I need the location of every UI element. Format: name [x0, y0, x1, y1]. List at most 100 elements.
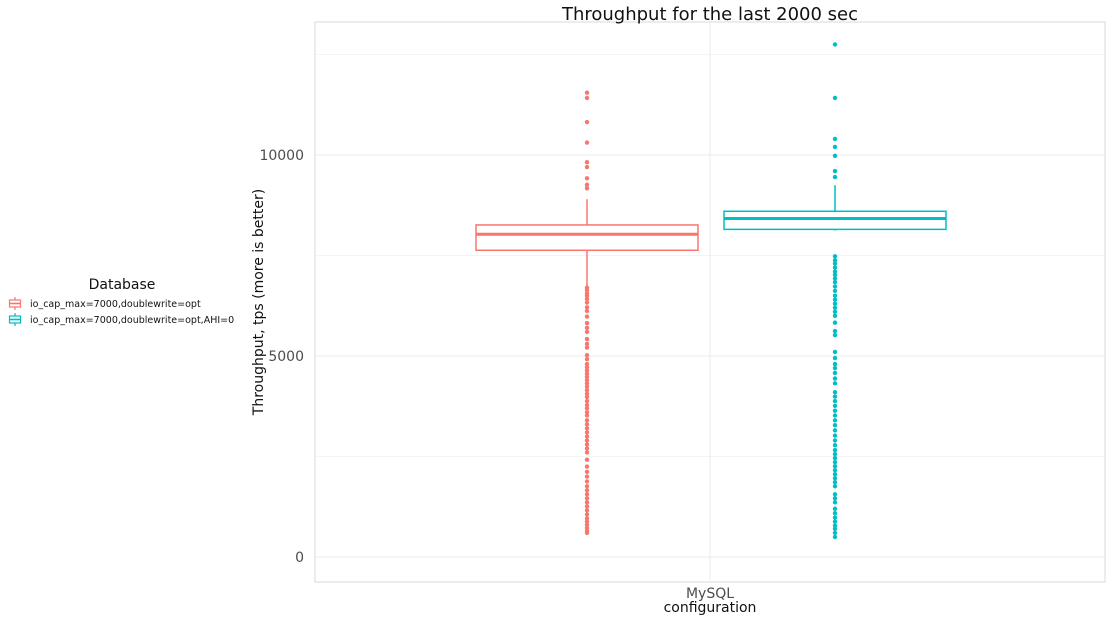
outlier-point — [584, 469, 590, 474]
outlier-point — [832, 534, 838, 540]
outlier-point — [584, 365, 590, 370]
outlier-point — [832, 403, 838, 409]
outlier-point — [584, 450, 590, 455]
outlier-point — [832, 413, 838, 418]
outlier-point — [584, 464, 590, 469]
outlier-point — [584, 484, 590, 489]
outlier-point — [832, 42, 838, 47]
legend: Database io_cap_max=7000,doublewrite=opt… — [8, 277, 234, 326]
outlier-point — [584, 504, 590, 509]
outlier-point — [832, 365, 838, 371]
y-tick-label: 0 — [295, 550, 304, 566]
outlier-point — [584, 371, 590, 376]
outlier-point — [584, 374, 590, 380]
box-series-1 — [475, 90, 699, 536]
outlier-point — [832, 422, 838, 428]
outlier-point — [832, 269, 838, 274]
outlier-point — [832, 174, 838, 180]
outlier-point — [584, 336, 590, 342]
outlier-point — [584, 308, 590, 314]
outlier-point — [832, 455, 838, 461]
box-group — [475, 42, 947, 540]
legend-key-2 — [8, 313, 22, 326]
outlier-point — [584, 341, 590, 347]
outlier-point — [584, 500, 590, 505]
outlier-point — [832, 526, 838, 532]
outlier-point — [584, 160, 590, 165]
outlier-point — [832, 381, 838, 386]
box-iqr — [475, 224, 699, 252]
x-tick-label: MySQL — [686, 586, 734, 602]
outlier-point — [584, 345, 590, 350]
outlier-point — [832, 476, 838, 481]
outlier-point — [832, 530, 838, 536]
outlier-point — [584, 377, 590, 383]
outlier-point — [832, 261, 838, 266]
box-series-2 — [723, 42, 947, 540]
outlier-point — [584, 90, 590, 95]
outlier-point — [584, 422, 590, 427]
outlier-point — [584, 410, 590, 415]
outlier-point — [832, 376, 838, 381]
outlier-point — [832, 519, 838, 524]
outlier-point — [832, 515, 838, 520]
outlier-point — [584, 391, 590, 396]
outlier-point — [832, 254, 838, 259]
outlier-point — [832, 136, 838, 142]
outlier-point — [832, 492, 838, 497]
outlier-point — [832, 293, 838, 298]
outlier-point — [584, 434, 590, 439]
outlier-point — [832, 389, 838, 395]
outlier-point — [584, 320, 590, 326]
outlier-point — [832, 459, 838, 465]
outlier-point — [832, 279, 838, 285]
outlier-point — [832, 361, 838, 367]
outlier-point — [832, 523, 838, 528]
outlier-point — [584, 182, 590, 187]
outlier-point — [584, 530, 590, 536]
outlier-point — [832, 471, 838, 477]
outlier-point — [584, 361, 590, 367]
outlier-point — [584, 479, 590, 484]
outlier-point — [584, 522, 590, 528]
outlier-point — [832, 394, 838, 399]
outlier-point — [832, 168, 838, 174]
outlier-point — [584, 140, 590, 145]
outlier-point — [584, 398, 590, 404]
outlier-point — [584, 516, 590, 521]
outlier-point — [832, 309, 838, 314]
outlier-point — [584, 176, 590, 181]
outlier-point — [832, 418, 838, 423]
outlier-point — [832, 328, 838, 334]
outlier-point — [584, 119, 590, 125]
outlier-point — [584, 329, 590, 335]
outlier-point — [584, 488, 590, 493]
outlier-point — [832, 480, 838, 485]
outlier-point — [832, 305, 838, 310]
outlier-point — [584, 352, 590, 358]
outlier-point — [832, 408, 838, 413]
outlier-point — [584, 305, 590, 310]
outlier-point — [584, 457, 590, 462]
outlier-point — [584, 287, 590, 293]
outlier-point — [832, 447, 838, 453]
outlier-point — [584, 512, 590, 517]
outlier-point — [832, 265, 838, 270]
outlier-point — [832, 284, 838, 289]
outlier-point — [584, 357, 590, 362]
outlier-point — [832, 332, 838, 338]
outlier-point — [584, 402, 590, 408]
outlier-point — [584, 381, 590, 386]
y-tick-label: 10000 — [259, 148, 304, 164]
outlier-point — [832, 144, 838, 150]
x-axis-title: configuration — [664, 600, 757, 616]
outlier-point — [584, 186, 590, 191]
outlier-point — [832, 433, 838, 438]
chart-title: Throughput for the last 2000 sec — [561, 4, 858, 25]
outlier-point — [832, 398, 838, 404]
outlier-point — [584, 438, 590, 443]
outlier-point — [832, 272, 838, 277]
legend-label-2: io_cap_max=7000,doublewrite=opt,AHI=0 — [30, 315, 234, 326]
outlier-point — [832, 463, 838, 469]
outlier-point — [832, 355, 838, 361]
